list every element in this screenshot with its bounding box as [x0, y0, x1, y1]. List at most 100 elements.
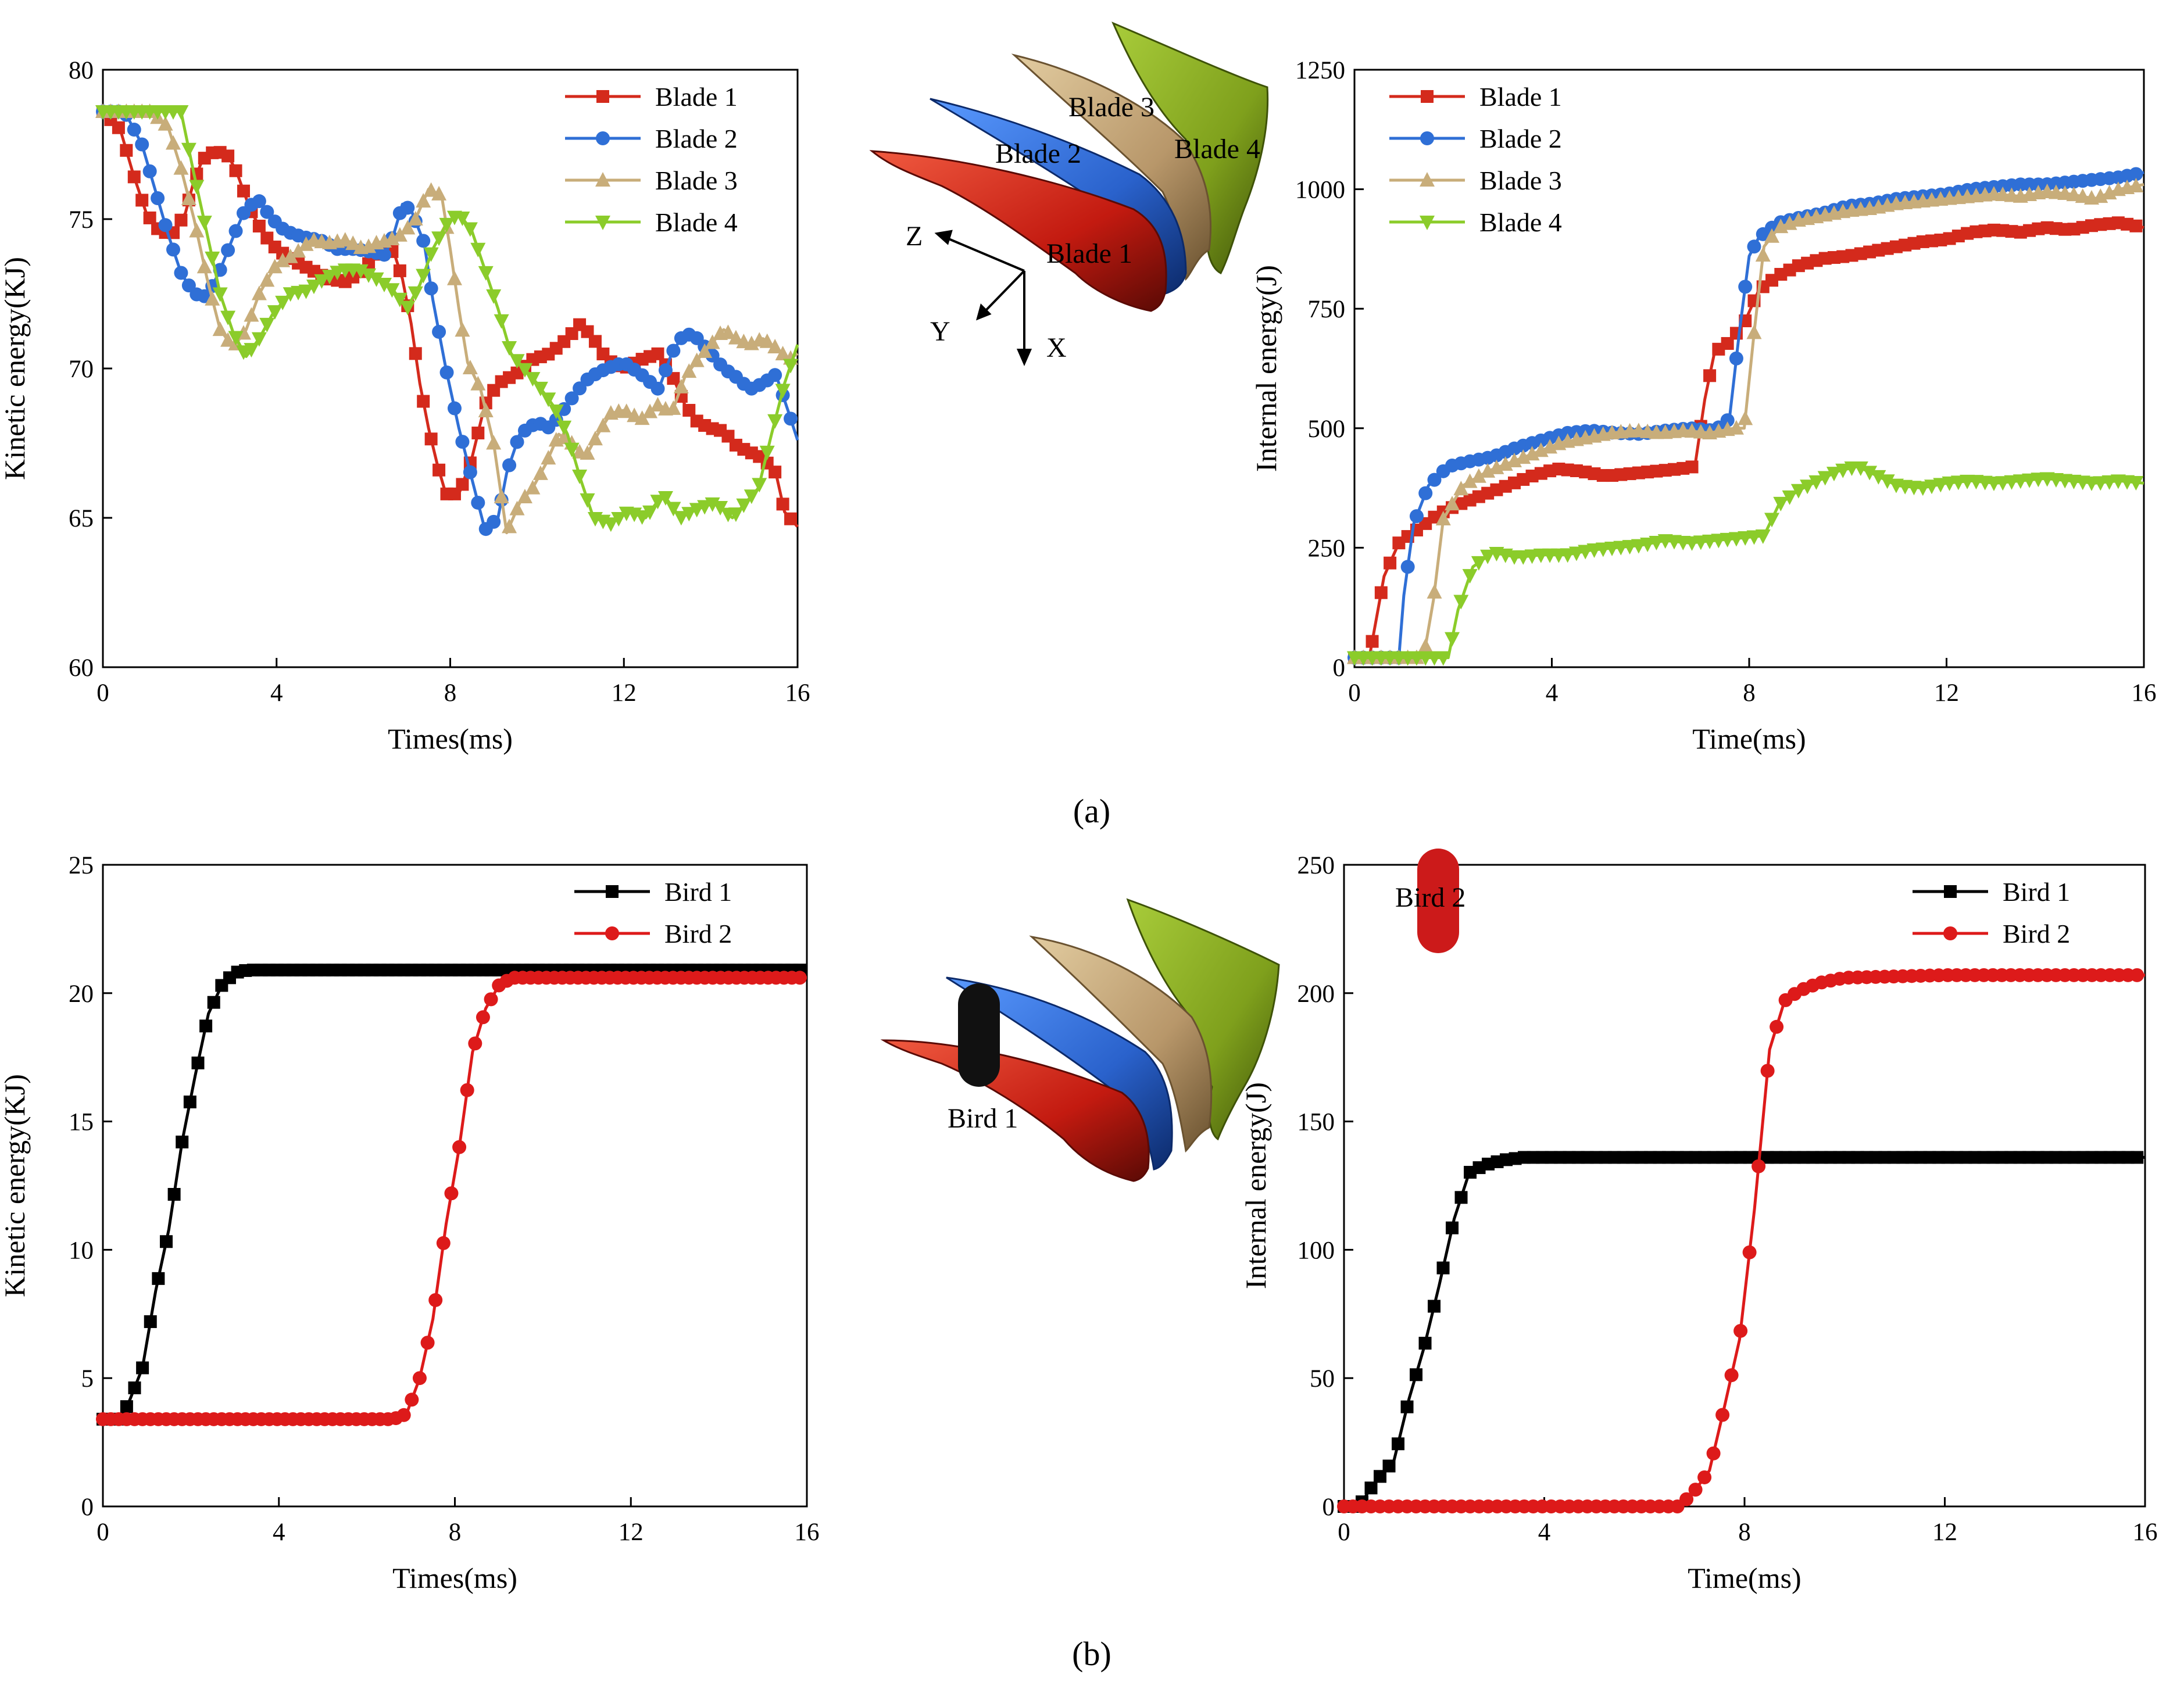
data-point — [525, 372, 541, 387]
data-point — [1471, 468, 1486, 483]
legend-label: Blade 2 — [1479, 124, 1562, 153]
data-point — [517, 363, 532, 378]
data-point — [237, 184, 250, 198]
x-tick-label: 4 — [273, 1519, 285, 1546]
data-point — [1826, 467, 1842, 482]
data-point — [509, 354, 525, 369]
data-point — [1742, 1245, 1757, 1259]
panel-label-a: (a) — [1073, 792, 1110, 830]
blade-model-label-4: Blade 4 — [1174, 134, 1260, 164]
legend-label: Blade 2 — [655, 124, 738, 153]
y-tick-label: 15 — [69, 1109, 94, 1136]
data-point — [321, 270, 337, 285]
data-point — [1738, 280, 1753, 294]
blade-model-label-3: Blade 3 — [1068, 92, 1154, 123]
series-blade-3 — [95, 103, 799, 535]
data-point — [412, 1371, 427, 1386]
data-point — [1746, 324, 1762, 339]
data-point — [541, 450, 556, 465]
data-point — [392, 227, 408, 242]
legend-marker — [1421, 90, 1434, 103]
data-point — [2128, 476, 2144, 491]
data-point — [470, 375, 486, 391]
data-point — [651, 347, 664, 360]
data-point — [650, 495, 666, 510]
data-point — [142, 164, 157, 178]
data-point — [1427, 473, 1442, 487]
data-point — [658, 363, 673, 378]
data-point — [478, 266, 494, 281]
data-point — [353, 264, 369, 279]
data-point — [432, 463, 446, 477]
data-point — [1418, 638, 1434, 653]
x-tick-label: 12 — [612, 679, 637, 707]
data-point — [581, 325, 594, 338]
data-point — [1800, 479, 1815, 495]
data-point — [673, 378, 689, 393]
data-point — [228, 331, 244, 346]
data-point — [181, 142, 196, 158]
data-point — [127, 123, 141, 137]
data-point — [431, 231, 447, 246]
legend-marker — [595, 172, 610, 187]
data-point — [152, 1272, 165, 1285]
data-point — [361, 268, 377, 283]
data-point — [221, 149, 235, 163]
data-point — [306, 280, 321, 295]
data-point — [487, 514, 501, 529]
data-point — [744, 489, 759, 504]
data-point — [1454, 1191, 1468, 1204]
y-tick-label: 10 — [69, 1237, 94, 1264]
legend-label: Bird 1 — [2003, 877, 2070, 907]
bird-kinetic-chart: 0 4 8 12 16 0 5 10 15 20 25 Times(ms) Kinetic energy… — [0, 852, 820, 1594]
blade-1-shape — [869, 150, 1167, 312]
data-point — [1697, 1470, 1712, 1484]
data-point — [1480, 549, 1496, 564]
data-point — [2130, 968, 2144, 982]
data-point — [1578, 545, 1593, 560]
data-point — [486, 435, 502, 450]
data-point — [502, 341, 517, 356]
data-point — [1733, 1323, 1748, 1338]
data-point — [486, 289, 502, 304]
data-point — [776, 497, 789, 511]
y-tick-label: 20 — [69, 980, 94, 1008]
y-tick-label: 100 — [1297, 1237, 1335, 1264]
data-point — [1817, 471, 1833, 486]
data-point — [784, 512, 798, 525]
data-point — [548, 404, 564, 419]
data-point — [424, 432, 438, 446]
data-point — [1729, 351, 1743, 366]
data-point — [1392, 1437, 1405, 1451]
plot-frame — [102, 864, 808, 1508]
data-point — [1853, 461, 1868, 477]
data-point — [244, 343, 259, 358]
data-point — [229, 164, 242, 177]
data-point — [376, 278, 392, 293]
data-point — [1747, 239, 1761, 254]
data-point — [752, 478, 767, 493]
x-tick-label: 16 — [2133, 1519, 2158, 1546]
data-point — [128, 1381, 141, 1394]
data-point — [207, 996, 220, 1009]
data-point — [455, 322, 470, 337]
y-tick-label: 25 — [69, 852, 94, 879]
data-point — [1764, 228, 1780, 243]
y-axis-title: Internal energy(J) — [1250, 265, 1282, 472]
data-point — [666, 343, 681, 358]
series-blade-3 — [1347, 178, 2144, 664]
data-point — [1435, 651, 1451, 666]
data-point — [470, 242, 486, 257]
data-point — [428, 1293, 443, 1307]
data-point — [408, 286, 423, 301]
data-point — [2131, 1151, 2144, 1164]
data-point — [337, 232, 353, 247]
data-point — [181, 191, 196, 206]
x-tick-label: 12 — [1934, 679, 1959, 707]
data-point — [759, 333, 775, 348]
data-point — [212, 287, 228, 302]
data-point — [191, 1056, 205, 1069]
x-axis-title: Times(ms) — [388, 722, 513, 755]
data-point — [713, 501, 728, 516]
